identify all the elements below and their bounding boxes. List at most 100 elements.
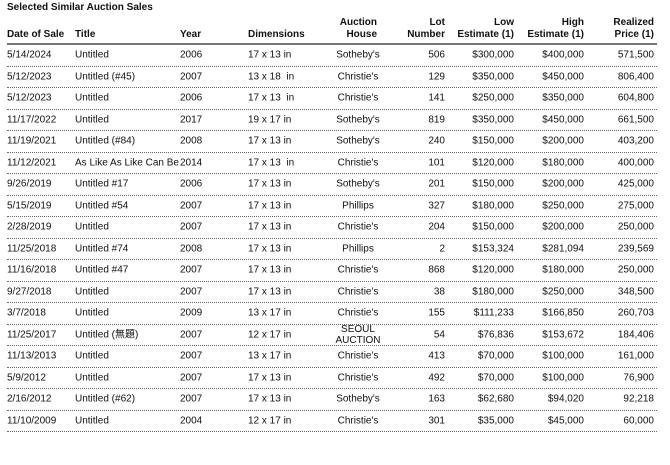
cell-date-of-sale: 5/14/2024 — [7, 49, 52, 61]
cell-date-of-sale: 11/10/2009 — [7, 415, 57, 427]
cell-date-of-sale: 2/28/2019 — [7, 221, 52, 233]
cell-lot-number: 301 — [428, 415, 445, 427]
cell-lot-number: 868 — [428, 264, 445, 276]
cell-dimensions: 13 x 17 in — [248, 350, 292, 362]
cell-high-estimate: $450,000 — [542, 114, 584, 126]
cell-low-estimate: $111,233 — [473, 307, 514, 319]
table-row: 5/14/2024 Untitled 2006 17 x 13 in Sotheby's… — [7, 45, 657, 67]
cell-low-estimate: $76,836 — [477, 329, 514, 341]
cell-realized-price: 604,800 — [617, 92, 654, 104]
cell-auction-house: SEOUL AUCTION — [335, 323, 381, 346]
cell-dimensions: 12 x 17 in — [248, 415, 292, 427]
cell-date-of-sale: 2/16/2012 — [7, 393, 52, 405]
cell-title: Untitled — [75, 49, 109, 61]
cell-realized-price: 76,900 — [623, 372, 654, 384]
cell-high-estimate: $250,000 — [542, 286, 584, 298]
cell-lot-number: 204 — [428, 221, 445, 233]
cell-lot-number: 141 — [428, 92, 445, 104]
cell-year: 2006 — [180, 49, 203, 61]
cell-high-estimate: $350,000 — [542, 92, 584, 104]
cell-year: 2007 — [180, 200, 203, 212]
table-row: 11/12/2021 As Like As Like Can Be 2014 17 x… — [7, 153, 657, 174]
table-row: 5/15/2019 Untitled #54 2007 17 x 13 in Phill… — [7, 196, 657, 217]
cell-realized-price: 239,569 — [617, 243, 654, 255]
cell-lot-number: 327 — [428, 200, 445, 212]
header-realized-price: Realized Price (1) — [613, 17, 654, 40]
cell-realized-price: 400,000 — [617, 157, 654, 169]
cell-low-estimate: $35,000 — [477, 415, 514, 427]
cell-lot-number: 413 — [428, 350, 445, 362]
cell-date-of-sale: 9/27/2018 — [7, 286, 52, 298]
table-row: 2/28/2019 Untitled 2007 17 x 13 in Christie'… — [7, 217, 657, 239]
cell-high-estimate: $400,000 — [542, 49, 584, 61]
cell-high-estimate: $200,000 — [542, 178, 584, 190]
table-row: 11/25/2017 Untitled (無題) 2007 12 x 17 in SEO… — [7, 323, 657, 346]
cell-low-estimate: $62,680 — [477, 393, 514, 405]
cell-date-of-sale: 11/17/2022 — [7, 114, 57, 126]
cell-low-estimate: $180,000 — [472, 286, 514, 298]
cell-auction-house: Sotheby's — [336, 114, 380, 126]
cell-year: 2004 — [180, 415, 203, 427]
cell-low-estimate: $153,324 — [472, 243, 514, 255]
cell-auction-house: Phillips — [342, 200, 374, 212]
cell-year: 2007 — [180, 372, 203, 384]
cell-dimensions: 17 x 13 in — [248, 49, 292, 61]
cell-date-of-sale: 5/9/2012 — [7, 372, 46, 384]
cell-title: Untitled — [75, 221, 109, 233]
cell-low-estimate: $120,000 — [472, 264, 514, 276]
cell-low-estimate: $350,000 — [472, 114, 514, 126]
cell-dimensions: 17 x 13 in — [248, 264, 292, 276]
cell-low-estimate: $150,000 — [472, 221, 514, 233]
cell-lot-number: 155 — [428, 307, 445, 319]
cell-dimensions: 17 x 13 in — [248, 178, 292, 190]
cell-low-estimate: $70,000 — [477, 372, 514, 384]
cell-dimensions: 17 x 13 in — [248, 221, 292, 233]
cell-realized-price: 184,406 — [617, 329, 654, 341]
cell-title: Untitled #47 — [75, 264, 129, 276]
cell-auction-house: Sotheby's — [336, 49, 380, 61]
cell-realized-price: 60,000 — [623, 415, 654, 427]
cell-dimensions: 17 x 13 in — [248, 92, 295, 104]
cell-year: 2009 — [180, 307, 203, 319]
cell-low-estimate: $150,000 — [472, 135, 514, 147]
cell-year: 2007 — [180, 264, 203, 276]
cell-year: 2006 — [180, 178, 203, 190]
cell-date-of-sale: 5/15/2019 — [7, 200, 52, 212]
cell-auction-house: Christie's — [337, 264, 379, 276]
cell-low-estimate: $250,000 — [472, 92, 514, 104]
cell-low-estimate: $70,000 — [477, 350, 514, 362]
table-row: 11/10/2009 Untitled 2004 12 x 17 in Christie… — [7, 411, 657, 432]
cell-date-of-sale: 9/26/2019 — [7, 178, 52, 190]
cell-title: Untitled — [75, 286, 109, 298]
cell-dimensions: 17 x 13 in — [248, 157, 295, 169]
cell-high-estimate: $94,020 — [547, 393, 584, 405]
cell-dimensions: 17 x 13 in — [248, 135, 292, 147]
cell-title: Untitled #74 — [75, 243, 129, 255]
cell-lot-number: 492 — [428, 372, 445, 384]
header-dimensions: Dimensions — [248, 29, 305, 40]
cell-date-of-sale: 11/13/2013 — [7, 350, 57, 362]
cell-year: 2007 — [180, 286, 203, 298]
table-row: 9/27/2018 Untitled 2007 17 x 13 in Christie'… — [7, 282, 657, 303]
cell-title: Untitled — [75, 307, 109, 319]
cell-realized-price: 806,400 — [617, 71, 654, 83]
cell-high-estimate: $450,000 — [542, 71, 584, 83]
cell-lot-number: 101 — [428, 157, 445, 169]
cell-high-estimate: $45,000 — [547, 415, 584, 427]
cell-auction-house: Christie's — [337, 71, 379, 83]
cell-auction-house: Sotheby's — [336, 393, 380, 405]
table-row: 5/9/2012 Untitled 2007 17 x 13 in Christie's… — [7, 368, 657, 389]
cell-auction-house: Phillips — [342, 243, 374, 255]
table-title: Selected Similar Auction Sales — [7, 2, 153, 13]
cell-high-estimate: $180,000 — [542, 157, 584, 169]
cell-date-of-sale: 11/19/2021 — [7, 135, 57, 147]
cell-dimensions: 13 x 17 in — [248, 307, 292, 319]
cell-date-of-sale: 11/25/2017 — [7, 329, 57, 341]
cell-title: Untitled #54 — [75, 200, 129, 212]
cell-low-estimate: $120,000 — [472, 157, 514, 169]
cell-year: 2007 — [180, 329, 203, 341]
cell-high-estimate: $200,000 — [542, 135, 584, 147]
auction-sales-table: Date of Sale Title Year Dimensions Auction H… — [7, 16, 657, 432]
cell-year: 2008 — [180, 135, 203, 147]
cell-auction-house: Christie's — [337, 286, 379, 298]
